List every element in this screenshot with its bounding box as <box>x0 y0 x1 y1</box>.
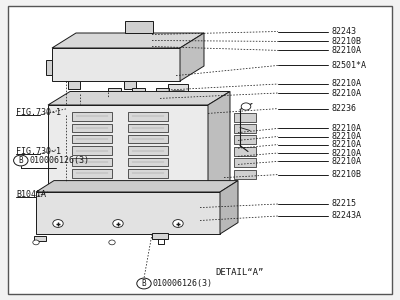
Polygon shape <box>234 112 256 122</box>
Polygon shape <box>48 105 208 195</box>
Polygon shape <box>208 92 230 195</box>
Text: 82210A: 82210A <box>332 88 362 98</box>
Polygon shape <box>72 169 112 178</box>
Polygon shape <box>234 169 256 178</box>
Polygon shape <box>68 81 80 88</box>
Text: B1041A: B1041A <box>16 190 46 199</box>
Text: 82210B: 82210B <box>332 37 362 46</box>
Text: FIG.730-1: FIG.730-1 <box>16 147 61 156</box>
Text: 82210A: 82210A <box>332 140 362 149</box>
Polygon shape <box>72 124 112 132</box>
Polygon shape <box>234 124 256 133</box>
Circle shape <box>173 220 183 227</box>
Circle shape <box>109 240 115 245</box>
Circle shape <box>113 220 123 227</box>
Polygon shape <box>48 92 230 105</box>
Circle shape <box>241 103 251 110</box>
Circle shape <box>53 220 63 227</box>
Polygon shape <box>124 81 136 88</box>
Polygon shape <box>72 181 112 189</box>
Polygon shape <box>168 84 188 102</box>
Polygon shape <box>80 93 93 104</box>
Polygon shape <box>125 21 153 33</box>
Polygon shape <box>234 158 256 167</box>
Polygon shape <box>34 236 46 241</box>
Polygon shape <box>128 135 168 143</box>
Polygon shape <box>128 146 168 155</box>
Polygon shape <box>72 158 112 166</box>
Text: 82210B: 82210B <box>332 170 362 179</box>
Polygon shape <box>36 192 220 234</box>
Text: DETAIL“A”: DETAIL“A” <box>216 268 264 277</box>
Text: 82215: 82215 <box>332 200 357 208</box>
Polygon shape <box>72 135 112 143</box>
Text: B: B <box>142 279 146 288</box>
Polygon shape <box>54 103 66 115</box>
Text: 82210A: 82210A <box>332 80 362 88</box>
Polygon shape <box>128 169 168 178</box>
Polygon shape <box>152 232 168 238</box>
Polygon shape <box>52 48 180 81</box>
Polygon shape <box>36 181 238 192</box>
Polygon shape <box>132 88 145 98</box>
Polygon shape <box>128 112 168 121</box>
Text: 82210A: 82210A <box>332 148 362 158</box>
Text: 010006126(3): 010006126(3) <box>153 279 213 288</box>
Circle shape <box>14 155 28 166</box>
Text: B: B <box>18 156 23 165</box>
Text: 82210A: 82210A <box>332 124 362 133</box>
Text: 82210A: 82210A <box>332 157 362 166</box>
Polygon shape <box>156 88 169 98</box>
Polygon shape <box>52 33 204 48</box>
Polygon shape <box>72 146 112 155</box>
Polygon shape <box>234 147 256 156</box>
Text: 82501*A: 82501*A <box>332 61 367 70</box>
Text: 82243: 82243 <box>332 27 357 36</box>
Polygon shape <box>234 135 256 144</box>
Text: FIG.730-1: FIG.730-1 <box>16 108 61 117</box>
Polygon shape <box>128 158 168 166</box>
Text: 82210A: 82210A <box>332 132 362 141</box>
Text: 82243A: 82243A <box>332 212 362 220</box>
Polygon shape <box>128 124 168 132</box>
Circle shape <box>137 278 151 289</box>
Polygon shape <box>128 181 168 189</box>
Polygon shape <box>72 112 112 121</box>
Polygon shape <box>180 33 204 81</box>
Polygon shape <box>46 60 52 75</box>
Text: 82236: 82236 <box>332 104 357 113</box>
Polygon shape <box>108 88 121 98</box>
Text: 010006126(3): 010006126(3) <box>30 156 90 165</box>
Polygon shape <box>220 181 238 234</box>
Text: 82210A: 82210A <box>332 46 362 55</box>
Circle shape <box>33 240 39 245</box>
